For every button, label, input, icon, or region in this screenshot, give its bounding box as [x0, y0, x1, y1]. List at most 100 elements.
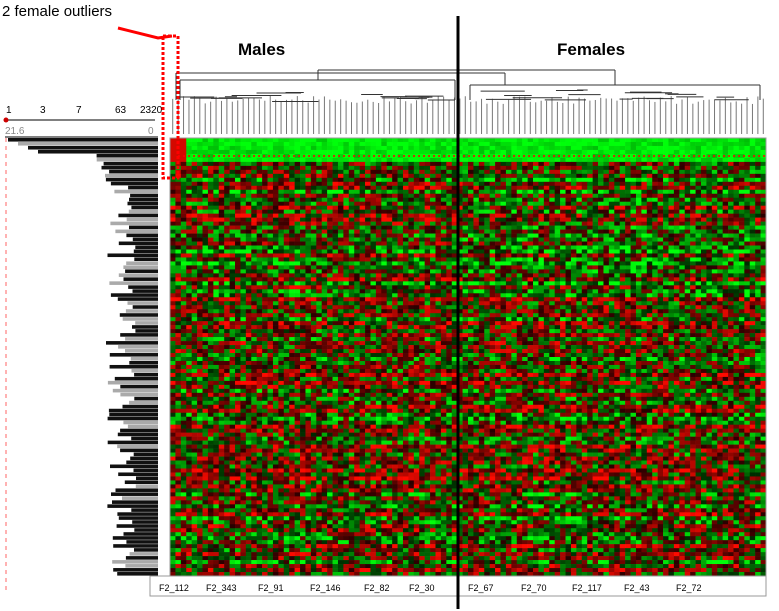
heatmap-cell	[755, 301, 761, 306]
heatmap-cell	[511, 205, 518, 210]
heatmap-cell	[663, 297, 669, 302]
heatmap-cell	[684, 249, 691, 254]
heatmap-cell	[435, 237, 442, 242]
heatmap-cell	[760, 141, 767, 147]
heatmap-cell	[603, 221, 610, 226]
heatmap-cell	[581, 297, 588, 302]
heatmap-cell	[402, 153, 409, 159]
heatmap-cell	[359, 149, 366, 155]
heatmap-cell	[245, 193, 252, 199]
heatmap-cell	[641, 209, 648, 214]
heatmap-cell	[495, 305, 501, 310]
heatmap-cell	[337, 173, 344, 179]
heatmap-cell	[359, 201, 366, 206]
heatmap-cell	[495, 301, 501, 306]
heatmap-cell	[424, 289, 431, 294]
heatmap-cell	[587, 145, 593, 151]
heatmap-cell	[262, 281, 268, 286]
heatmap-cell	[213, 277, 220, 282]
heatmap-cell	[316, 161, 323, 167]
heatmap-cell	[728, 161, 734, 167]
heatmap-cell	[570, 161, 577, 167]
heatmap-cell	[170, 297, 176, 302]
heatmap-cell	[576, 193, 583, 199]
heatmap-cell	[755, 185, 761, 191]
heatmap-cell	[343, 149, 350, 155]
heatmap-cell	[646, 297, 653, 302]
heatmap-cell	[484, 209, 490, 214]
heatmap-cell	[690, 285, 696, 290]
heatmap-cell	[592, 241, 599, 246]
heatmap-cell	[175, 297, 182, 302]
heatmap-cell	[435, 141, 442, 147]
heatmap-cell	[408, 233, 415, 238]
heatmap-cell	[538, 229, 545, 234]
heatmap-cell	[538, 145, 545, 151]
heatmap-cell	[500, 241, 507, 246]
heatmap-cell	[560, 217, 566, 222]
heatmap-cell	[581, 277, 588, 282]
heatmap-cell	[700, 217, 707, 222]
heatmap-cell	[321, 301, 328, 306]
heatmap-cell	[760, 213, 767, 218]
heatmap-cell	[272, 165, 279, 171]
heatmap-cell	[207, 169, 214, 175]
heatmap-cell	[592, 301, 599, 306]
heatmap-cell	[592, 269, 599, 274]
heatmap-cell	[673, 253, 680, 258]
heatmap-cell	[419, 197, 425, 203]
heatmap-cell	[310, 277, 317, 282]
heatmap-cell	[473, 177, 480, 183]
heatmap-cell	[462, 277, 469, 282]
heatmap-cell	[576, 273, 583, 278]
heatmap-cell	[251, 225, 257, 230]
row-dendrogram-branch	[133, 452, 158, 457]
heatmap-cell	[646, 233, 653, 238]
heatmap-cell	[560, 173, 566, 179]
heatmap-cell	[365, 177, 371, 183]
heatmap-cell	[749, 145, 756, 151]
heatmap-cell	[619, 149, 626, 155]
heatmap-cell	[235, 141, 241, 147]
heatmap-cell	[262, 237, 268, 242]
heatmap-cell	[229, 205, 236, 210]
heatmap-cell	[495, 261, 501, 266]
heatmap-cell	[451, 305, 458, 310]
heatmap-cell	[245, 245, 252, 250]
heatmap-cell	[728, 213, 734, 218]
heatmap-cell	[348, 293, 355, 298]
heatmap-cell	[690, 297, 696, 302]
heatmap-cell	[186, 241, 192, 246]
heatmap-cell	[413, 161, 420, 167]
heatmap-cell	[592, 273, 599, 278]
heatmap-cell	[191, 265, 198, 270]
heatmap-cell	[565, 213, 572, 218]
heatmap-cell	[755, 273, 761, 278]
heatmap-cell	[451, 233, 458, 238]
heatmap-cell	[300, 261, 306, 266]
heatmap-cell	[489, 138, 496, 143]
heatmap-cell	[522, 225, 528, 230]
row-dendrogram-branch	[120, 384, 158, 389]
heatmap-cell	[202, 177, 209, 183]
heatmap-cell	[251, 297, 257, 302]
heatmap-cell	[614, 297, 621, 302]
heatmap-cell	[332, 197, 339, 203]
heatmap-cell	[543, 221, 550, 226]
heatmap-cell	[408, 145, 415, 151]
heatmap-cell	[267, 249, 274, 254]
heatmap-cell	[408, 297, 415, 302]
heatmap-cell	[717, 221, 723, 226]
heatmap-cell	[180, 141, 187, 147]
heatmap-cell	[478, 245, 485, 250]
heatmap-cell	[603, 293, 610, 298]
row-dendrogram-branch	[105, 173, 158, 178]
heatmap-cell	[700, 138, 707, 143]
heatmap-cell	[684, 269, 691, 274]
heatmap-cell	[733, 293, 740, 298]
heatmap-cell	[321, 277, 328, 282]
heatmap-cell	[229, 217, 236, 222]
heatmap-cell	[619, 177, 626, 183]
heatmap-cell	[370, 161, 377, 167]
heatmap-cell	[505, 229, 512, 234]
